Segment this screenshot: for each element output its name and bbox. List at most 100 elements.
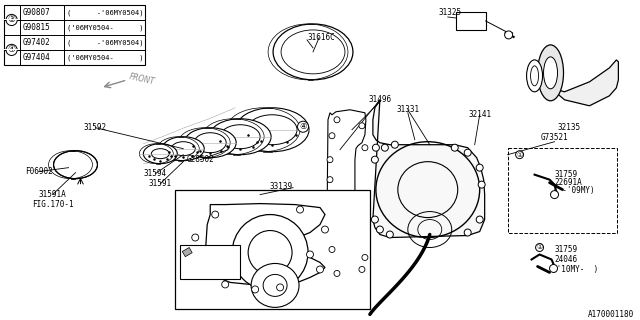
Ellipse shape xyxy=(232,215,308,291)
Text: ①: ① xyxy=(185,261,191,268)
Circle shape xyxy=(329,133,335,139)
Text: ②: ② xyxy=(318,267,322,272)
Text: 32141: 32141 xyxy=(468,110,492,119)
Circle shape xyxy=(327,157,333,163)
Text: ④: ④ xyxy=(8,45,16,54)
Circle shape xyxy=(371,216,378,223)
Text: 31759: 31759 xyxy=(554,245,578,254)
Text: 33139: 33139 xyxy=(270,182,293,191)
Circle shape xyxy=(362,254,368,260)
Text: 24046: 24046 xyxy=(554,255,578,264)
Circle shape xyxy=(359,267,365,272)
Text: FRONT: FRONT xyxy=(129,72,156,86)
Circle shape xyxy=(221,281,228,288)
Bar xyxy=(4,5,145,65)
Bar xyxy=(4,49,19,50)
Ellipse shape xyxy=(163,137,204,161)
Circle shape xyxy=(334,270,340,276)
Ellipse shape xyxy=(273,24,353,80)
Ellipse shape xyxy=(538,45,563,101)
Circle shape xyxy=(212,211,219,218)
Bar xyxy=(175,190,370,309)
Text: ①: ① xyxy=(536,244,543,251)
Text: ('10MY-  ): ('10MY- ) xyxy=(552,265,598,274)
Ellipse shape xyxy=(263,275,287,296)
Circle shape xyxy=(334,117,340,123)
Text: ①: ① xyxy=(223,282,227,287)
Text: ①: ① xyxy=(253,287,257,292)
Text: 32135: 32135 xyxy=(558,123,581,132)
Circle shape xyxy=(550,191,559,199)
Circle shape xyxy=(464,149,471,156)
Text: G73521: G73521 xyxy=(541,133,568,142)
Text: (      -'06MY0504): ( -'06MY0504) xyxy=(67,39,143,46)
Circle shape xyxy=(504,31,513,39)
Text: ('06MY0504-      ): ('06MY0504- ) xyxy=(67,24,143,31)
Circle shape xyxy=(327,177,333,183)
Ellipse shape xyxy=(209,119,271,155)
Bar xyxy=(180,244,240,279)
Text: ②: ② xyxy=(323,227,327,232)
Text: 31592: 31592 xyxy=(84,123,107,132)
Polygon shape xyxy=(550,58,618,106)
Text: ('06MY0504-      ): ('06MY0504- ) xyxy=(67,54,143,60)
Circle shape xyxy=(550,264,557,272)
Circle shape xyxy=(359,123,365,129)
Text: A170001180: A170001180 xyxy=(588,310,634,319)
Text: G28502: G28502 xyxy=(186,155,214,164)
Circle shape xyxy=(381,144,388,151)
Circle shape xyxy=(329,246,335,252)
Circle shape xyxy=(207,256,214,263)
Text: 31591: 31591 xyxy=(148,179,172,188)
Text: ③: ③ xyxy=(8,15,16,24)
Text: ①: ① xyxy=(209,257,212,262)
Ellipse shape xyxy=(235,108,309,152)
Polygon shape xyxy=(373,100,484,237)
Text: G90807: G90807 xyxy=(22,8,51,17)
Circle shape xyxy=(376,226,383,233)
Bar xyxy=(182,247,192,257)
Circle shape xyxy=(476,164,483,171)
Ellipse shape xyxy=(247,115,297,145)
Circle shape xyxy=(478,181,485,188)
Circle shape xyxy=(372,144,380,151)
Bar xyxy=(456,12,486,30)
Circle shape xyxy=(321,226,328,233)
Text: ②: ② xyxy=(185,271,191,277)
Text: ( -'09MY): ( -'09MY) xyxy=(552,186,594,195)
Ellipse shape xyxy=(195,133,226,153)
Circle shape xyxy=(307,251,314,258)
Text: G97404: G97404 xyxy=(22,53,51,62)
Circle shape xyxy=(276,284,284,291)
Text: 22691A: 22691A xyxy=(554,178,582,187)
Circle shape xyxy=(296,206,303,213)
Ellipse shape xyxy=(220,125,260,149)
Text: ②: ② xyxy=(298,207,302,212)
Text: ①: ① xyxy=(278,284,282,290)
Circle shape xyxy=(192,234,199,241)
Ellipse shape xyxy=(527,60,543,92)
Ellipse shape xyxy=(143,144,177,164)
Circle shape xyxy=(387,231,394,238)
Circle shape xyxy=(464,229,471,236)
Ellipse shape xyxy=(248,230,292,275)
Circle shape xyxy=(371,156,378,163)
Text: F06902: F06902 xyxy=(25,167,52,176)
Text: 0105S: 0105S xyxy=(200,261,221,268)
Text: ②: ② xyxy=(308,252,312,257)
Text: ①: ① xyxy=(213,212,217,217)
Polygon shape xyxy=(205,204,325,285)
Text: ①: ① xyxy=(193,235,197,240)
Text: ①: ① xyxy=(516,152,523,158)
Text: FIG.170-1: FIG.170-1 xyxy=(32,200,74,209)
Circle shape xyxy=(476,216,483,223)
Text: G97402: G97402 xyxy=(22,38,51,47)
Text: 31616C: 31616C xyxy=(307,33,335,43)
Circle shape xyxy=(317,266,323,273)
Circle shape xyxy=(252,286,259,293)
Text: 31331: 31331 xyxy=(396,105,419,114)
Ellipse shape xyxy=(172,142,195,156)
Text: (      -'06MY0504): ( -'06MY0504) xyxy=(67,9,143,16)
Ellipse shape xyxy=(251,263,299,308)
Ellipse shape xyxy=(54,151,97,179)
